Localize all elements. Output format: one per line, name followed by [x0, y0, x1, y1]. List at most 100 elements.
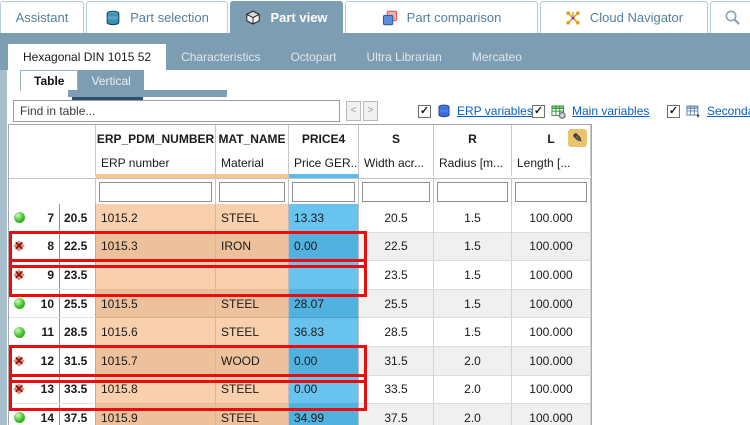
status-error-icon: [12, 354, 26, 368]
table-row-14[interactable]: 14 37.5 1015.9 STEEL 34.99 37.5 2.0 100.000: [9, 404, 591, 425]
subtab-hexagonal-din-1015-52[interactable]: Hexagonal DIN 1015 52: [8, 44, 167, 70]
cell-radius[interactable]: 1.5: [434, 318, 512, 347]
cell-length[interactable]: 100.000: [512, 375, 591, 405]
column-header-r[interactable]: R: [434, 125, 512, 152]
cell-erp-number[interactable]: [96, 261, 216, 290]
cell-erp-number[interactable]: 1015.3: [96, 232, 216, 262]
cell-length[interactable]: 100.000: [512, 289, 591, 319]
table-row-7[interactable]: 7 20.5 1015.2 STEEL 13.33 20.5 1.5 100.000: [9, 204, 591, 233]
row-label-cell: 13 33.5: [9, 375, 96, 405]
column-header-rowlabel: [9, 125, 96, 152]
viewtab-vertical[interactable]: Vertical: [78, 70, 144, 91]
cell-material[interactable]: WOOD: [216, 346, 289, 376]
filter-input-price4[interactable]: [292, 181, 355, 202]
tab-assistant[interactable]: Assistant: [0, 1, 84, 33]
cell-radius[interactable]: 1.5: [434, 232, 512, 262]
subtab-mercateo[interactable]: Mercateo: [471, 50, 522, 64]
cell-width-across[interactable]: 28.5: [359, 318, 434, 347]
cell-length[interactable]: 100.000: [512, 346, 591, 376]
cell-radius[interactable]: 2.0: [434, 346, 512, 376]
find-prev-button[interactable]: <: [346, 101, 361, 121]
tab-part-view[interactable]: Part view: [230, 1, 343, 33]
cell-radius[interactable]: 2.0: [434, 404, 512, 425]
row-label-cell: 14 37.5: [9, 404, 96, 425]
link-secondary[interactable]: Secondary: [707, 104, 750, 118]
filter-cell-s: [359, 178, 434, 204]
status-ok-icon: [14, 298, 25, 310]
cell-radius[interactable]: 1.5: [434, 261, 512, 290]
checkbox-secondary[interactable]: ✓: [667, 104, 680, 118]
cell-material[interactable]: STEEL: [216, 204, 289, 233]
cell-width-across[interactable]: 33.5: [359, 375, 434, 405]
cell-material[interactable]: [216, 261, 289, 290]
table-row-11[interactable]: 11 28.5 1015.6 STEEL 36.83 28.5 1.5 100.000: [9, 318, 591, 347]
checkbox-erp-variables[interactable]: ✓: [418, 104, 431, 118]
find-next-button[interactable]: >: [363, 101, 378, 121]
cell-material[interactable]: STEEL: [216, 404, 289, 425]
cell-erp-number[interactable]: 1015.5: [96, 289, 216, 319]
cell-price[interactable]: 0.00: [289, 375, 359, 405]
cell-price[interactable]: 0.00: [289, 346, 359, 376]
column-header-s[interactable]: S: [359, 125, 434, 152]
cell-radius[interactable]: 1.5: [434, 204, 512, 233]
link-erp-variables[interactable]: ERP variables: [457, 104, 533, 118]
checkbox-main-variables[interactable]: ✓: [532, 104, 545, 118]
cell-price[interactable]: 0.00: [289, 232, 359, 262]
cell-length[interactable]: 100.000: [512, 404, 591, 425]
filter-input-s[interactable]: [362, 181, 430, 202]
cell-width-across[interactable]: 37.5: [359, 404, 434, 425]
column-header-l[interactable]: L ✎: [512, 125, 591, 152]
column-header-mat-name[interactable]: MAT_NAME: [216, 125, 289, 152]
tab-search[interactable]: [710, 1, 750, 33]
column-header-price4[interactable]: PRICE4: [289, 125, 359, 152]
filter-input-mat-name[interactable]: [219, 181, 285, 202]
cell-erp-number[interactable]: 1015.2: [96, 204, 216, 233]
toggle-secondary: ✓ Secondary: [667, 97, 750, 125]
table-row-10[interactable]: 10 25.5 1015.5 STEEL 28.07 25.5 1.5 100.000: [9, 289, 591, 319]
subtab-characteristics[interactable]: Characteristics: [181, 50, 261, 64]
cell-radius[interactable]: 2.0: [434, 375, 512, 405]
cell-erp-number[interactable]: 1015.8: [96, 375, 216, 405]
cell-erp-number[interactable]: 1015.7: [96, 346, 216, 376]
cell-material[interactable]: IRON: [216, 232, 289, 262]
cell-price[interactable]: 28.07: [289, 289, 359, 319]
find-in-table-input[interactable]: [13, 100, 340, 122]
cell-erp-number[interactable]: 1015.9: [96, 404, 216, 425]
tab-part-comparison[interactable]: Part comparison: [345, 1, 538, 33]
cell-width-across[interactable]: 23.5: [359, 261, 434, 290]
subtab-ultra-librarian[interactable]: Ultra Librarian: [366, 50, 442, 64]
subtab-octopart[interactable]: Octopart: [290, 50, 337, 64]
cell-price[interactable]: 13.33: [289, 204, 359, 233]
filter-cell-l: [512, 178, 591, 204]
cell-width-across[interactable]: 25.5: [359, 289, 434, 319]
edit-column-button[interactable]: ✎: [568, 129, 587, 147]
cell-erp-number[interactable]: 1015.6: [96, 318, 216, 347]
tab-part-selection[interactable]: Part selection: [86, 1, 228, 33]
cell-price[interactable]: 34.99: [289, 404, 359, 425]
cell-price[interactable]: 36.83: [289, 318, 359, 347]
cell-material[interactable]: STEEL: [216, 289, 289, 319]
link-main-variables[interactable]: Main variables: [572, 104, 650, 118]
cell-width-across[interactable]: 20.5: [359, 204, 434, 233]
filter-input-l[interactable]: [515, 181, 587, 202]
column-header-erp-pdm-number[interactable]: ERP_PDM_NUMBER: [96, 125, 216, 152]
tab-cloud-navigator[interactable]: Cloud Navigator: [540, 1, 708, 33]
cell-material[interactable]: STEEL: [216, 375, 289, 405]
filter-input-r[interactable]: [437, 181, 508, 202]
tab-label: Assistant: [15, 10, 69, 25]
cell-radius[interactable]: 1.5: [434, 289, 512, 319]
cell-length[interactable]: 100.000: [512, 204, 591, 233]
viewtab-table[interactable]: Table: [20, 70, 79, 91]
cell-length[interactable]: 100.000: [512, 261, 591, 290]
cell-width-across[interactable]: 22.5: [359, 232, 434, 262]
cell-material[interactable]: STEEL: [216, 318, 289, 347]
cell-length[interactable]: 100.000: [512, 232, 591, 262]
filter-input-erp-pdm-number[interactable]: [99, 181, 212, 202]
cell-length[interactable]: 100.000: [512, 318, 591, 347]
cell-width-across[interactable]: 31.5: [359, 346, 434, 376]
cell-price[interactable]: [289, 261, 359, 290]
